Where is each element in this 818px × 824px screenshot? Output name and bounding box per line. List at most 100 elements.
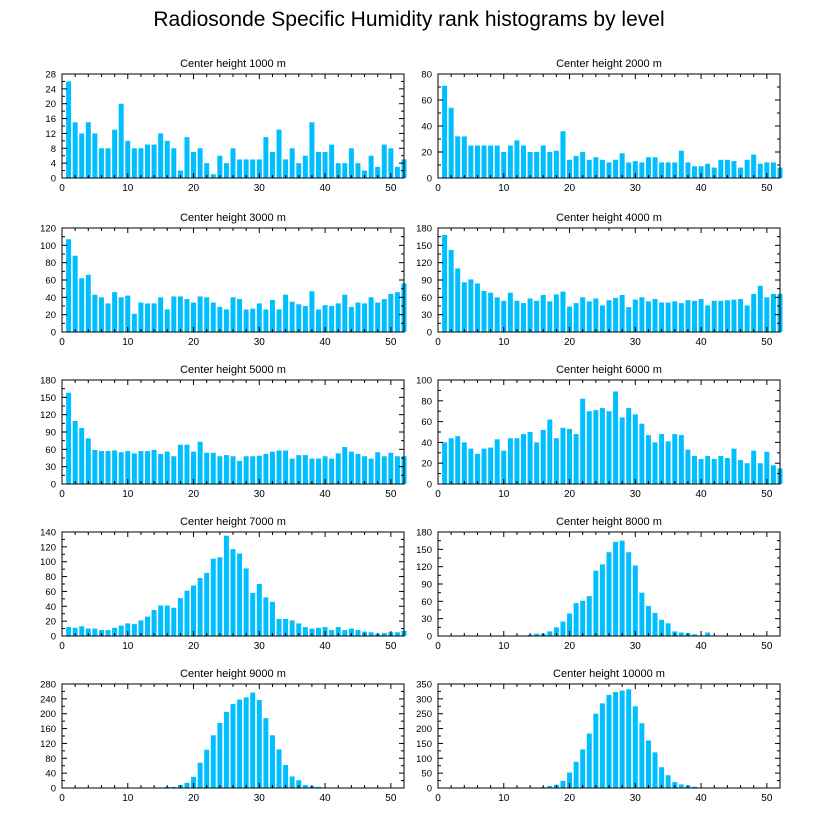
histogram-bar bbox=[527, 432, 533, 484]
histogram-bar bbox=[665, 441, 671, 484]
histogram-bar bbox=[698, 299, 704, 332]
y-tick-label: 80 bbox=[421, 396, 432, 407]
histogram-bar bbox=[237, 460, 243, 484]
histogram-bar bbox=[348, 451, 354, 484]
histogram-bar bbox=[711, 459, 717, 484]
histogram-bar bbox=[455, 436, 461, 484]
histogram-bar bbox=[521, 434, 526, 484]
histogram-bar bbox=[302, 455, 308, 484]
y-tick-label: 80 bbox=[45, 258, 56, 269]
histogram-bar bbox=[678, 303, 684, 332]
histogram-bar bbox=[626, 162, 632, 178]
histogram-bar bbox=[263, 597, 269, 636]
histogram-bar bbox=[269, 152, 275, 178]
histogram-bar bbox=[678, 435, 684, 484]
histogram-bar bbox=[394, 456, 400, 484]
x-tick-label: 40 bbox=[320, 337, 332, 348]
histogram-bar bbox=[678, 632, 684, 636]
histogram-bar bbox=[639, 592, 645, 636]
histogram-bar bbox=[705, 632, 711, 636]
histogram-bar bbox=[289, 776, 295, 788]
histogram-bar bbox=[770, 162, 776, 178]
histogram-bar bbox=[230, 549, 236, 636]
histogram-bar bbox=[461, 282, 467, 332]
histogram-bar bbox=[474, 453, 480, 484]
histogram-bar bbox=[276, 749, 282, 788]
x-tick-label: 0 bbox=[435, 489, 441, 500]
histogram-bar bbox=[322, 456, 328, 484]
histogram-panel: Center height 7000 m 0 10 20 30 40 50 0 20 40 60 80… bbox=[40, 516, 407, 652]
histogram-bar bbox=[362, 456, 368, 484]
histogram-bar bbox=[705, 455, 711, 484]
histogram-bar bbox=[394, 292, 400, 332]
histogram-bar bbox=[322, 152, 328, 178]
histogram-bar bbox=[289, 620, 295, 636]
histogram-bar bbox=[448, 438, 454, 484]
histogram-bar bbox=[567, 772, 573, 788]
y-tick-label: 60 bbox=[421, 96, 432, 107]
histogram-bar bbox=[302, 155, 308, 178]
x-tick-label: 30 bbox=[630, 337, 642, 348]
x-tick-label: 30 bbox=[630, 489, 642, 500]
x-tick-label: 10 bbox=[498, 183, 510, 194]
y-tick-label: 180 bbox=[416, 224, 432, 235]
histogram-bar bbox=[501, 152, 507, 178]
histogram-bar bbox=[586, 159, 592, 178]
histogram-bar bbox=[283, 159, 289, 178]
y-tick-label: 60 bbox=[45, 587, 56, 598]
histogram-bar bbox=[118, 297, 124, 332]
histogram-bar bbox=[125, 140, 131, 178]
histogram-bar bbox=[177, 296, 183, 332]
y-tick-label: 60 bbox=[45, 276, 56, 287]
histogram-bar bbox=[580, 152, 586, 178]
histogram-bar bbox=[553, 627, 559, 636]
histogram-bar bbox=[599, 408, 605, 484]
histogram-bar bbox=[514, 438, 520, 484]
histogram-bar bbox=[171, 786, 177, 788]
histogram-bar bbox=[388, 148, 394, 178]
histogram-bar bbox=[171, 607, 177, 636]
histogram-bar bbox=[652, 612, 658, 636]
histogram-bar bbox=[521, 145, 526, 178]
x-tick-label: 0 bbox=[59, 337, 65, 348]
histogram-bar bbox=[692, 786, 697, 788]
histogram-bar bbox=[764, 451, 770, 484]
y-tick-label: 300 bbox=[416, 694, 432, 705]
histogram-bar bbox=[316, 152, 321, 178]
histogram-bar bbox=[560, 131, 566, 178]
histogram-bar bbox=[204, 572, 210, 636]
histogram-bar bbox=[131, 148, 137, 178]
histogram-bar bbox=[158, 133, 164, 178]
x-tick-label: 40 bbox=[696, 793, 708, 804]
histogram-bar bbox=[665, 162, 671, 178]
histogram-bar bbox=[98, 297, 104, 332]
histogram-bar bbox=[151, 144, 157, 178]
panel-title: Center height 1000 m bbox=[180, 58, 286, 70]
histogram-bar bbox=[329, 630, 335, 636]
histogram-bar bbox=[283, 764, 289, 788]
y-tick-label: 40 bbox=[421, 122, 432, 133]
histogram-bar bbox=[302, 785, 308, 788]
histogram-panel: Center height 5000 m 0 10 20 30 40 50 0 30 60 90 12… bbox=[40, 364, 407, 500]
histogram-bar bbox=[72, 627, 78, 636]
histogram-bar bbox=[659, 302, 665, 332]
histogram-bar bbox=[488, 292, 494, 332]
y-tick-label: 40 bbox=[45, 602, 56, 613]
histogram-bar bbox=[329, 306, 335, 332]
y-tick-label: 80 bbox=[45, 572, 56, 583]
histogram-bar bbox=[263, 718, 269, 788]
histogram-bar bbox=[237, 553, 243, 636]
histogram-bar bbox=[296, 780, 302, 788]
histogram-bar bbox=[645, 605, 651, 636]
histogram-bar bbox=[98, 451, 104, 484]
histogram-bar bbox=[770, 293, 776, 332]
x-tick-label: 0 bbox=[59, 183, 65, 194]
x-tick-label: 30 bbox=[630, 793, 642, 804]
histogram-bar bbox=[85, 438, 91, 484]
histogram-bar bbox=[171, 148, 177, 178]
histogram-panel: Center height 9000 m 0 10 20 30 40 50 0 40 80 120 1… bbox=[40, 668, 405, 804]
histogram-bar bbox=[138, 302, 144, 332]
histogram-bar bbox=[553, 150, 559, 178]
y-tick-label: 120 bbox=[40, 542, 56, 553]
y-tick-label: 0 bbox=[427, 328, 432, 339]
